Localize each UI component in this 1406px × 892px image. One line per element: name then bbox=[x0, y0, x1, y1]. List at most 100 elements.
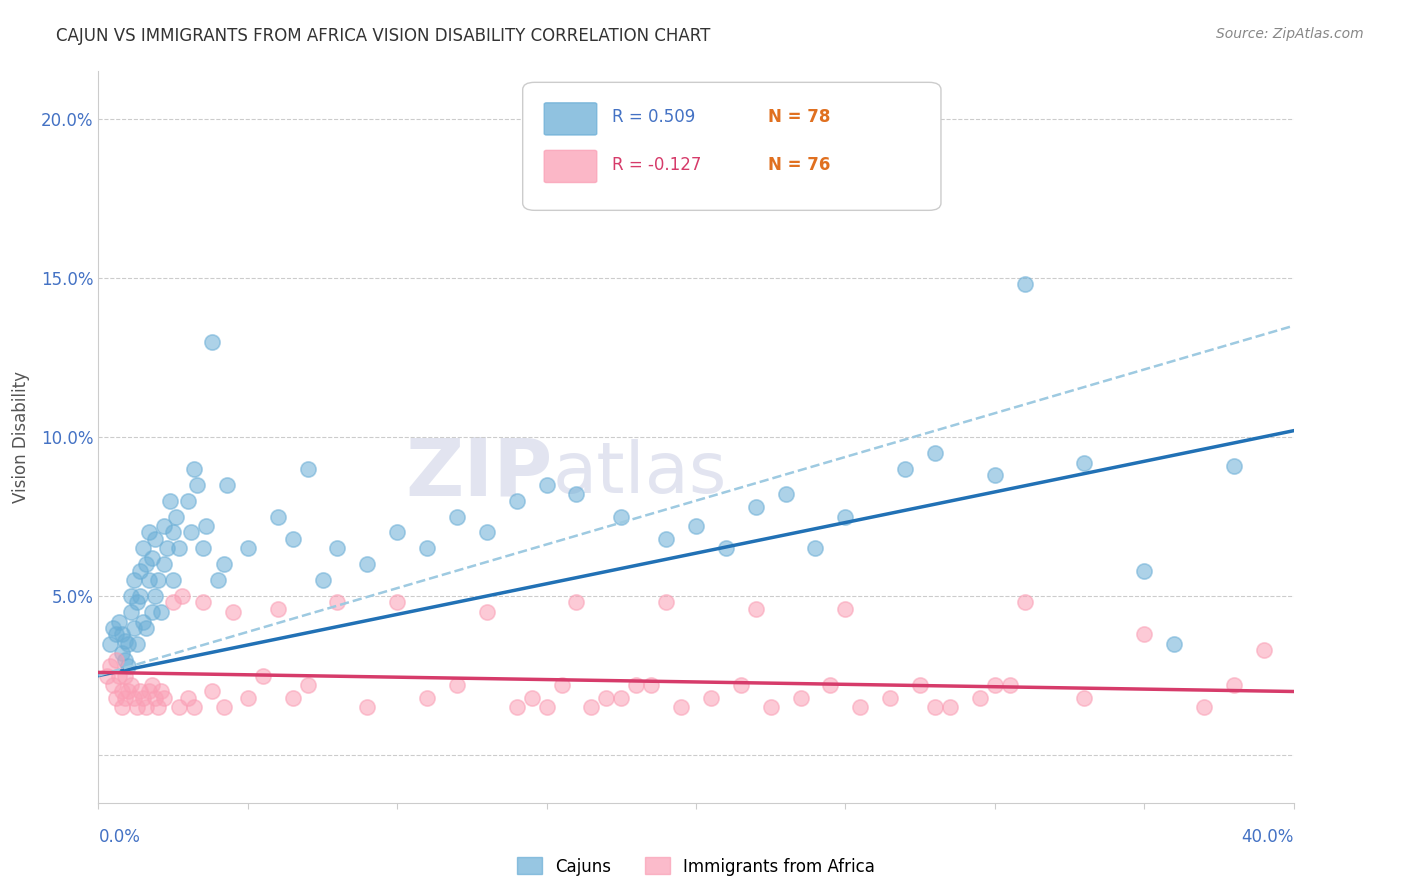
Point bbox=[148, 573, 170, 587]
Point bbox=[117, 637, 139, 651]
Point bbox=[148, 700, 170, 714]
Point bbox=[1223, 458, 1246, 473]
Text: R = -0.127: R = -0.127 bbox=[612, 156, 702, 174]
Point bbox=[143, 690, 166, 705]
Point bbox=[416, 541, 439, 556]
Point bbox=[820, 678, 842, 692]
Point bbox=[326, 541, 349, 556]
Point bbox=[212, 558, 235, 572]
Point bbox=[98, 637, 122, 651]
Point bbox=[655, 595, 678, 609]
Point bbox=[150, 605, 173, 619]
Point bbox=[745, 602, 768, 616]
Point bbox=[879, 690, 901, 705]
Point bbox=[775, 487, 797, 501]
Point bbox=[475, 525, 498, 540]
Point bbox=[939, 700, 962, 714]
Point bbox=[745, 500, 768, 514]
Point bbox=[655, 532, 678, 546]
Point bbox=[640, 678, 662, 692]
Point bbox=[129, 684, 152, 698]
Point bbox=[111, 627, 134, 641]
Text: atlas: atlas bbox=[553, 439, 727, 508]
Point bbox=[162, 595, 184, 609]
Point bbox=[834, 509, 856, 524]
Text: Source: ZipAtlas.com: Source: ZipAtlas.com bbox=[1216, 27, 1364, 41]
Point bbox=[1133, 627, 1156, 641]
Point bbox=[356, 558, 378, 572]
Point bbox=[894, 462, 917, 476]
Point bbox=[201, 334, 224, 349]
FancyBboxPatch shape bbox=[544, 151, 596, 183]
Point bbox=[326, 595, 349, 609]
Point bbox=[120, 589, 142, 603]
FancyBboxPatch shape bbox=[544, 103, 596, 135]
Point bbox=[135, 700, 157, 714]
Point bbox=[834, 602, 856, 616]
Text: 40.0%: 40.0% bbox=[1241, 829, 1294, 847]
Point bbox=[550, 678, 572, 692]
Point bbox=[138, 684, 160, 698]
Point bbox=[281, 532, 304, 546]
FancyBboxPatch shape bbox=[523, 82, 941, 211]
Point bbox=[132, 541, 155, 556]
Text: ZIP: ZIP bbox=[405, 434, 553, 513]
Point bbox=[183, 700, 205, 714]
Point bbox=[165, 509, 187, 524]
Point bbox=[114, 690, 136, 705]
Point bbox=[983, 678, 1005, 692]
Point bbox=[138, 525, 160, 540]
Point bbox=[759, 700, 782, 714]
Point bbox=[143, 589, 166, 603]
Point bbox=[127, 700, 149, 714]
Point bbox=[138, 573, 160, 587]
Point bbox=[143, 532, 166, 546]
Point bbox=[267, 602, 290, 616]
Y-axis label: Vision Disability: Vision Disability bbox=[11, 371, 30, 503]
Point bbox=[416, 690, 439, 705]
Point bbox=[236, 541, 259, 556]
Point bbox=[297, 678, 319, 692]
Point bbox=[150, 684, 173, 698]
Point bbox=[162, 573, 184, 587]
Point bbox=[135, 558, 157, 572]
Point bbox=[129, 589, 152, 603]
Point bbox=[135, 621, 157, 635]
Point bbox=[1014, 595, 1036, 609]
Point bbox=[998, 678, 1021, 692]
Legend: Cajuns, Immigrants from Africa: Cajuns, Immigrants from Africa bbox=[510, 851, 882, 882]
Point bbox=[610, 690, 633, 705]
Point bbox=[714, 541, 737, 556]
Point bbox=[685, 519, 707, 533]
Point bbox=[565, 595, 588, 609]
Point bbox=[520, 690, 543, 705]
Text: CAJUN VS IMMIGRANTS FROM AFRICA VISION DISABILITY CORRELATION CHART: CAJUN VS IMMIGRANTS FROM AFRICA VISION D… bbox=[56, 27, 710, 45]
Point bbox=[117, 684, 139, 698]
Point bbox=[581, 700, 603, 714]
Point bbox=[103, 678, 125, 692]
Point bbox=[105, 653, 128, 667]
Point bbox=[153, 519, 176, 533]
Point bbox=[117, 659, 139, 673]
Point bbox=[98, 659, 122, 673]
Point bbox=[215, 477, 238, 491]
Point bbox=[281, 690, 304, 705]
Point bbox=[127, 637, 149, 651]
Point bbox=[124, 621, 146, 635]
Point bbox=[180, 525, 202, 540]
Text: N = 76: N = 76 bbox=[768, 156, 830, 174]
Point bbox=[111, 684, 134, 698]
Point bbox=[120, 678, 142, 692]
Point bbox=[111, 700, 134, 714]
Point bbox=[167, 541, 190, 556]
Point bbox=[595, 690, 617, 705]
Point bbox=[114, 653, 136, 667]
Point bbox=[114, 668, 136, 682]
Point bbox=[132, 615, 155, 629]
Point bbox=[108, 668, 131, 682]
Text: R = 0.509: R = 0.509 bbox=[612, 109, 696, 127]
Point bbox=[127, 595, 149, 609]
Point bbox=[610, 509, 633, 524]
Point bbox=[114, 633, 136, 648]
Point bbox=[924, 700, 946, 714]
